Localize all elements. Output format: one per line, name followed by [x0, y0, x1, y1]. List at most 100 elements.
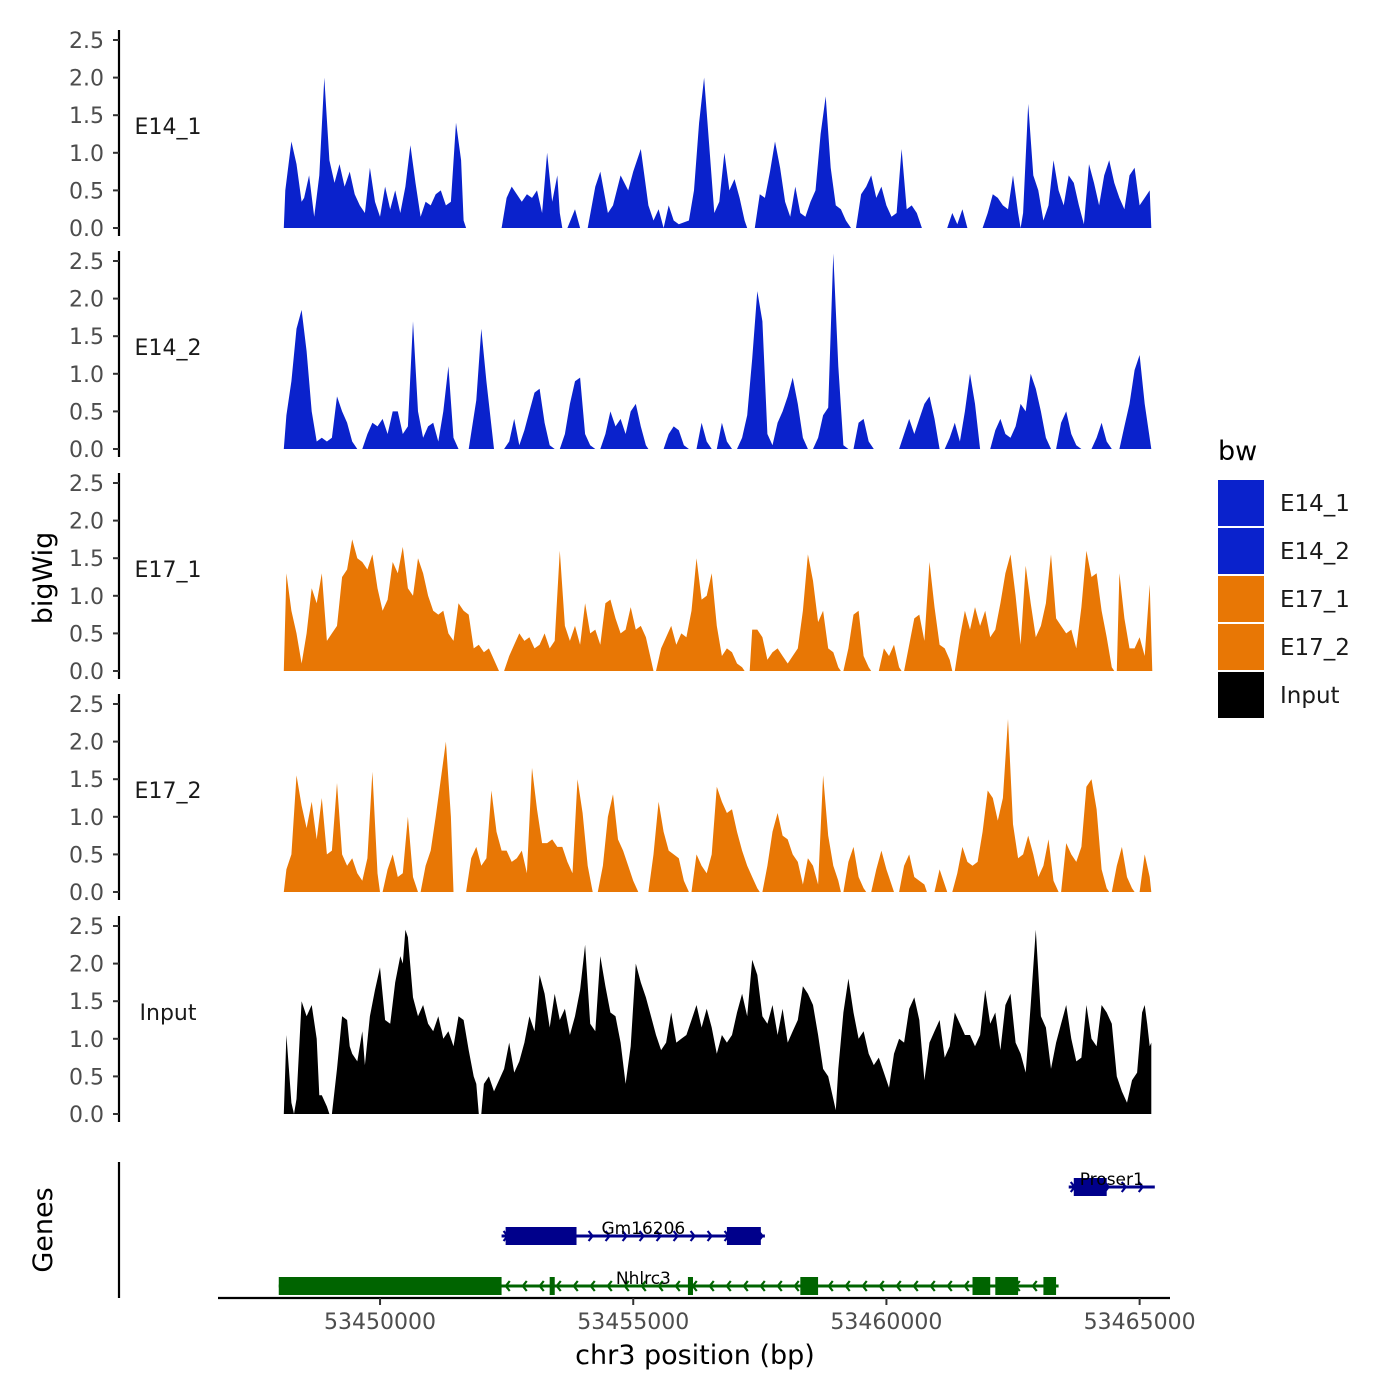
y-tick-label: 0.5	[69, 622, 104, 647]
x-tick-label: 53465000	[1084, 1310, 1196, 1335]
gene-strand-chevron	[572, 1280, 579, 1292]
gene-strand-chevron	[827, 1280, 834, 1292]
y-tick-label: 1.5	[69, 990, 104, 1015]
legend-swatch	[1218, 576, 1264, 622]
gene-strand-chevron	[861, 1280, 868, 1292]
y-tick-label: 2.0	[69, 288, 104, 313]
track-e17-2: 0.0 0.5 1.0 1.5 2.0 2.5 E17_2	[69, 693, 1152, 906]
y-axis-title: bigWig	[28, 532, 59, 625]
x-axis-title: chr3 position (bp)	[575, 1340, 815, 1371]
gene-strand-chevron	[640, 1280, 647, 1292]
y-tick-label: 0.0	[69, 660, 104, 685]
gene-strand-chevron	[742, 1280, 749, 1292]
genes-panel: Proser1 Gm16206 Nhlrc3	[117, 1162, 1155, 1298]
gene-strand-chevron	[706, 1230, 713, 1242]
gene-exon	[505, 1227, 577, 1245]
legend-item-e17-1: E17_1	[1218, 576, 1350, 622]
y-tick-label: 2.0	[69, 510, 104, 535]
legend-label: E17_2	[1280, 635, 1350, 661]
track-e14-1: 0.0 0.5 1.0 1.5 2.0 2.5 E14_1	[69, 29, 1152, 242]
gene-nhlrc3: Nhlrc3	[278, 1269, 1059, 1295]
track-e14-2: 0.0 0.5 1.0 1.5 2.0 2.5 E14_2	[69, 250, 1152, 463]
y-tick-label: 1.0	[69, 806, 104, 831]
gene-exon	[995, 1277, 1019, 1295]
y-tick-label: 0.5	[69, 400, 104, 425]
y-tick-label: 0.5	[69, 1065, 104, 1090]
y-tick-label: 0.5	[69, 843, 104, 868]
gene-exon	[549, 1277, 555, 1295]
legend-swatch	[1218, 672, 1264, 718]
gene-strand-chevron	[638, 1230, 645, 1242]
gene-exon	[1073, 1178, 1107, 1196]
y-tick-label: 1.0	[69, 363, 104, 388]
gene-strand-chevron	[946, 1280, 953, 1292]
gene-strand-chevron	[521, 1280, 528, 1292]
legend-item-e14-2: E14_2	[1218, 528, 1350, 574]
y-tick-label: 0.0	[69, 217, 104, 242]
gene-exon	[726, 1227, 761, 1245]
y-tick-label: 1.5	[69, 104, 104, 129]
gene-strand-chevron	[895, 1280, 902, 1292]
gene-strand-chevron	[929, 1280, 936, 1292]
coverage-area-e14-2	[283, 253, 1152, 449]
y-tick-label: 1.0	[69, 142, 104, 167]
legend-label: E17_1	[1280, 587, 1350, 613]
genes-axis-title: Genes	[28, 1187, 59, 1272]
track-label: E14_2	[135, 336, 202, 361]
x-tick-label: 53460000	[830, 1310, 942, 1335]
gene-strand-chevron	[689, 1230, 696, 1242]
gene-strand-chevron	[657, 1280, 664, 1292]
gene-strand-chevron	[672, 1230, 679, 1242]
gene-strand-chevron	[604, 1230, 611, 1242]
coverage-tracks: 0.0 0.5 1.0 1.5 2.0 2.5 E14_1 0.0 0.5 1.0 1.5 2.0 2.…	[69, 29, 1153, 1128]
y-tick-label: 0.5	[69, 179, 104, 204]
y-tick-label: 2.5	[69, 29, 104, 54]
coverage-area-e14-1	[283, 77, 1152, 228]
coverage-area-e17-2	[283, 719, 1152, 892]
gene-exon	[800, 1277, 819, 1295]
gene-proser1: Proser1	[1068, 1170, 1155, 1196]
gene-strand-chevron	[708, 1280, 715, 1292]
y-tick-label: 2.0	[69, 67, 104, 92]
gene-strand-chevron	[589, 1280, 596, 1292]
gene-strand-chevron	[555, 1280, 562, 1292]
x-tick-label: 53455000	[577, 1310, 689, 1335]
legend-swatch	[1218, 528, 1264, 574]
y-tick-label: 2.5	[69, 472, 104, 497]
y-tick-label: 2.0	[69, 953, 104, 978]
track-e17-1: 0.0 0.5 1.0 1.5 2.0 2.5 E17_1	[69, 472, 1153, 685]
legend-swatch	[1218, 480, 1264, 526]
coverage-area-e17-1	[283, 539, 1153, 671]
gene-strand-chevron	[674, 1280, 681, 1292]
gene-strand-chevron	[606, 1280, 613, 1292]
legend-item-e14-1: E14_1	[1218, 480, 1350, 526]
gene-label: Gm16206	[601, 1219, 685, 1239]
legend-swatch	[1218, 624, 1264, 670]
gene-strand-chevron	[759, 1280, 766, 1292]
legend-label: Input	[1280, 683, 1340, 709]
gene-exon	[278, 1277, 502, 1295]
gene-strand-chevron	[587, 1230, 594, 1242]
y-tick-label: 1.0	[69, 585, 104, 610]
legend-item-e17-2: E17_2	[1218, 624, 1350, 670]
gene-strand-chevron	[1031, 1280, 1038, 1292]
gene-exon	[972, 1277, 991, 1295]
y-tick-label: 0.0	[69, 1103, 104, 1128]
gene-strand-chevron	[912, 1280, 919, 1292]
gene-strand-chevron	[776, 1280, 783, 1292]
y-tick-label: 0.0	[69, 438, 104, 463]
gene-label: Nhlrc3	[616, 1269, 671, 1289]
y-tick-label: 2.5	[69, 915, 104, 940]
gene-strand-chevron	[793, 1280, 800, 1292]
track-label: Input	[140, 1001, 197, 1026]
legend-item-input: Input	[1218, 672, 1340, 718]
legend-label: E14_2	[1280, 539, 1350, 565]
track-label: E17_2	[135, 779, 202, 804]
gene-strand-chevron	[538, 1280, 545, 1292]
gene-strand-chevron	[1137, 1181, 1145, 1193]
y-tick-label: 2.5	[69, 693, 104, 718]
track-label: E14_1	[135, 115, 202, 140]
gene-exon	[1043, 1277, 1057, 1295]
gene-strand-chevron	[655, 1230, 662, 1242]
gene-strand-chevron	[623, 1280, 630, 1292]
